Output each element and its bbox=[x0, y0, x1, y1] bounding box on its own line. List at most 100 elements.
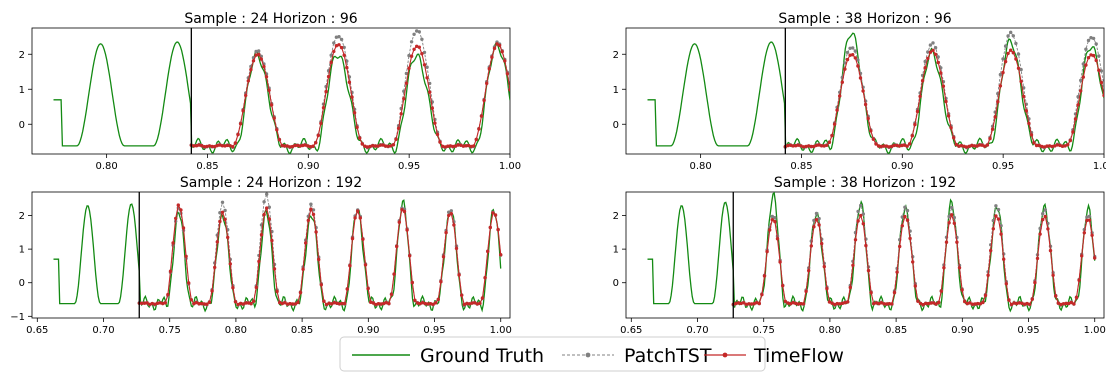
data-point bbox=[1020, 301, 1024, 305]
data-point bbox=[244, 301, 248, 305]
data-point bbox=[493, 213, 498, 217]
data-point bbox=[972, 144, 977, 148]
data-point bbox=[366, 286, 370, 291]
data-point bbox=[864, 243, 868, 248]
data-point bbox=[874, 301, 878, 305]
data-point bbox=[960, 288, 964, 292]
x-tick-label: 0.65 bbox=[620, 325, 642, 336]
data-point bbox=[937, 300, 941, 305]
data-point bbox=[278, 300, 282, 305]
data-point bbox=[1089, 36, 1093, 40]
data-point bbox=[436, 297, 440, 302]
data-point bbox=[379, 302, 383, 306]
data-point bbox=[866, 268, 871, 273]
data-point bbox=[1011, 51, 1015, 55]
data-point bbox=[1038, 232, 1042, 236]
data-point bbox=[936, 55, 940, 59]
data-point bbox=[838, 302, 842, 306]
data-point bbox=[1099, 69, 1104, 73]
data-point bbox=[272, 116, 276, 120]
data-point bbox=[309, 202, 313, 206]
data-point bbox=[817, 223, 821, 227]
data-point bbox=[1073, 117, 1078, 121]
data-point bbox=[1069, 300, 1074, 305]
data-point bbox=[456, 143, 460, 147]
data-point bbox=[478, 301, 482, 306]
data-point bbox=[916, 299, 920, 303]
data-point bbox=[970, 302, 975, 306]
data-point bbox=[1087, 218, 1092, 222]
data-point bbox=[329, 60, 333, 65]
plot-area bbox=[647, 30, 1104, 154]
data-point bbox=[145, 301, 149, 305]
data-point bbox=[314, 230, 318, 234]
data-point bbox=[988, 136, 992, 141]
data-point bbox=[1019, 67, 1023, 72]
data-point bbox=[395, 244, 399, 249]
data-point bbox=[983, 293, 988, 298]
data-point bbox=[911, 260, 915, 264]
data-point bbox=[928, 50, 933, 54]
data-point bbox=[799, 302, 803, 306]
data-point bbox=[1048, 248, 1053, 253]
data-point bbox=[770, 218, 774, 222]
data-point bbox=[1034, 143, 1039, 148]
data-point bbox=[934, 302, 938, 306]
data-point bbox=[825, 143, 829, 147]
data-point bbox=[282, 144, 287, 148]
data-point bbox=[931, 301, 936, 305]
data-point bbox=[413, 298, 417, 302]
data-point bbox=[449, 212, 453, 216]
data-point bbox=[257, 259, 261, 264]
x-tick-label: 0.95 bbox=[398, 161, 420, 172]
data-point bbox=[915, 109, 920, 114]
data-point bbox=[744, 302, 748, 306]
data-point bbox=[892, 290, 897, 295]
data-point bbox=[241, 302, 245, 306]
data-point bbox=[466, 143, 471, 148]
data-point bbox=[327, 301, 331, 305]
data-point bbox=[801, 145, 806, 149]
data-point bbox=[848, 285, 852, 290]
data-point bbox=[464, 144, 468, 148]
data-point bbox=[1042, 145, 1047, 149]
data-point bbox=[991, 218, 995, 223]
data-point bbox=[339, 45, 344, 50]
data-point bbox=[187, 281, 191, 285]
data-point bbox=[356, 209, 360, 213]
data-point bbox=[804, 144, 808, 149]
legend-label-timeflow: TimeFlow bbox=[753, 345, 844, 367]
y-tick-label: 2 bbox=[613, 50, 619, 61]
legend-label-patchtst: PatchTST bbox=[624, 345, 712, 367]
data-point bbox=[233, 300, 238, 304]
data-point bbox=[358, 136, 362, 140]
data-point bbox=[329, 53, 333, 57]
data-point bbox=[220, 210, 225, 214]
series-ground-truth bbox=[53, 199, 502, 313]
data-point bbox=[931, 48, 935, 52]
data-point bbox=[410, 280, 414, 285]
data-point bbox=[448, 144, 453, 148]
data-point bbox=[923, 59, 927, 64]
data-point bbox=[332, 49, 336, 54]
data-point bbox=[1004, 282, 1008, 286]
data-point bbox=[306, 144, 310, 148]
data-point bbox=[197, 302, 201, 306]
data-point bbox=[908, 236, 912, 241]
data-point bbox=[757, 301, 761, 306]
data-point bbox=[348, 264, 352, 268]
data-point bbox=[220, 144, 225, 148]
data-point bbox=[469, 144, 473, 149]
data-point bbox=[885, 302, 889, 306]
data-point bbox=[254, 53, 258, 57]
data-point bbox=[142, 301, 147, 305]
legend-item-ground-truth: Ground Truth bbox=[352, 345, 544, 367]
chart-panel: Sample : 24 Horizon : 192 0.65 0.70 0.75 0.8… bbox=[10, 175, 512, 336]
data-point bbox=[174, 216, 178, 221]
data-point bbox=[809, 144, 813, 149]
data-point bbox=[161, 301, 165, 306]
data-point bbox=[353, 216, 357, 220]
data-point bbox=[408, 254, 412, 258]
data-point bbox=[830, 301, 834, 305]
data-point bbox=[796, 143, 800, 147]
